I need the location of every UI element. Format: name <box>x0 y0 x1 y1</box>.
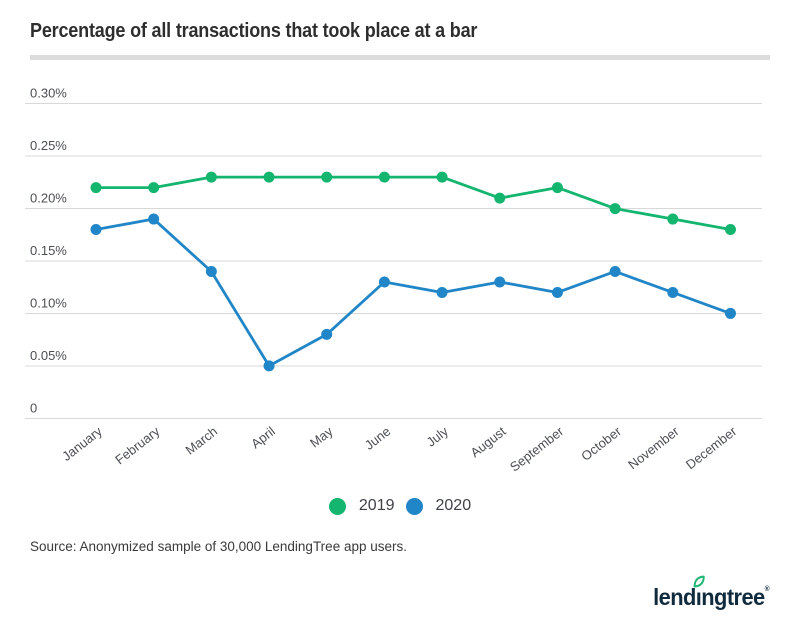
logo-letter-i: ı <box>693 575 706 609</box>
data-point-2019-February <box>148 182 160 194</box>
x-axis-month-label: November <box>625 423 682 472</box>
chart-legend: 2019 2020 <box>0 497 800 515</box>
data-point-2019-October <box>609 203 621 215</box>
data-point-2020-November <box>667 286 679 298</box>
chart-title: Percentage of all transactions that took… <box>30 20 478 42</box>
data-point-2019-August <box>494 192 506 204</box>
lendingtree-logo: lend ıngtree® <box>653 575 770 610</box>
data-point-2020-February <box>148 213 160 225</box>
y-axis-tick-label: 0 <box>30 400 37 415</box>
x-axis-month-label: July <box>423 423 451 449</box>
leaf-icon <box>693 575 706 588</box>
data-point-2019-September <box>551 182 563 194</box>
logo-text: ngtree <box>701 584 766 610</box>
y-axis-tick-label: 0.05% <box>30 348 67 363</box>
data-point-2020-December <box>724 307 736 319</box>
legend-swatch-2020-icon <box>405 497 423 515</box>
x-axis-month-label: June <box>362 424 393 453</box>
x-axis-month-label: December <box>683 423 740 472</box>
data-point-2020-September <box>551 286 563 298</box>
chart-canvas: 0.30% 0.25% 0.20% 0.15% 0.10% 0.05% 0 January Fe… <box>25 86 762 475</box>
y-axis-tick-label: 0.20% <box>30 191 67 206</box>
data-point-2019-June <box>378 171 390 183</box>
x-axis-month-label: January <box>59 423 105 464</box>
x-axis-month-label: August <box>467 423 508 460</box>
legend-item-2019: 2019 <box>328 497 395 515</box>
data-point-2020-August <box>494 276 506 288</box>
x-axis-month-label: March <box>183 424 221 458</box>
data-point-2019-May <box>321 171 333 183</box>
y-axis-tick-label: 0.15% <box>30 243 67 258</box>
data-point-2020-January <box>90 224 102 236</box>
data-point-2020-May <box>321 328 333 340</box>
data-point-2019-July <box>436 171 448 183</box>
series-line-2019 <box>94 175 732 231</box>
data-point-2020-July <box>436 286 448 298</box>
legend-label-2020: 2020 <box>435 497 472 514</box>
data-point-2019-November <box>667 213 679 225</box>
x-axis-month-label: May <box>307 423 336 450</box>
title-divider-bar <box>30 55 770 60</box>
logo-text: lend <box>653 584 697 610</box>
x-axis-month-label: October <box>578 423 624 464</box>
data-point-2019-March <box>205 171 217 183</box>
data-point-2019-January <box>90 182 102 194</box>
logo-trademark: ® <box>765 586 770 593</box>
x-axis-month-label: September <box>507 423 567 474</box>
x-axis-month-label: April <box>248 423 278 451</box>
data-point-2019-April <box>263 171 275 183</box>
data-point-2019-December <box>724 224 736 236</box>
series-line-2020 <box>94 217 732 368</box>
y-axis-tick-label: 0.10% <box>30 295 67 310</box>
y-axis-tick-label: 0.25% <box>30 138 67 153</box>
source-note: Source: Anonymized sample of 30,000 Lend… <box>30 539 407 554</box>
legend-item-2020: 2020 <box>405 497 472 515</box>
legend-swatch-2019-icon <box>328 497 346 515</box>
data-point-2020-March <box>205 265 217 277</box>
y-axis-tick-label: 0.30% <box>30 86 67 101</box>
data-point-2020-June <box>378 276 390 288</box>
data-point-2020-October <box>609 265 621 277</box>
legend-label-2019: 2019 <box>358 497 395 514</box>
x-axis-month-label: February <box>112 423 163 467</box>
data-point-2020-April <box>263 360 275 372</box>
